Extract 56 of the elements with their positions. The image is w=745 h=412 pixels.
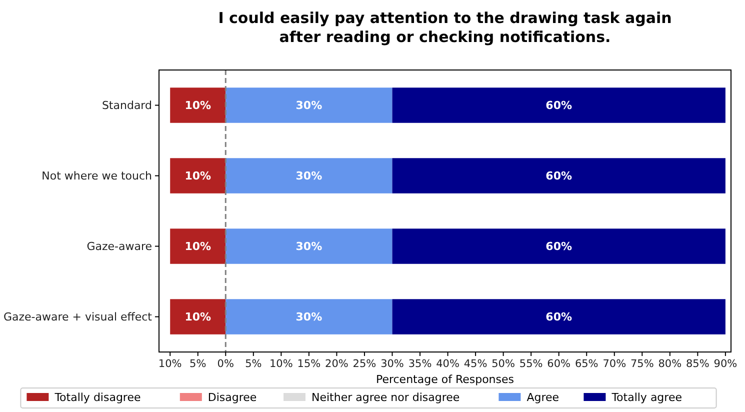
legend-label: Totally agree xyxy=(610,391,682,404)
data-label: 60% xyxy=(546,310,572,324)
data-label: 10% xyxy=(184,170,212,183)
x-tick-label: 50% xyxy=(492,358,515,370)
x-tick-label: 10% xyxy=(270,358,293,370)
x-tick-label: 55% xyxy=(519,358,543,370)
legend-label: Agree xyxy=(526,391,560,404)
x-tick-label: 10% xyxy=(158,358,182,370)
bar xyxy=(170,228,226,264)
bar xyxy=(226,88,392,123)
bar xyxy=(170,88,226,123)
x-tick-label: 25% xyxy=(352,358,376,370)
bar xyxy=(226,299,392,334)
data-label: 30% xyxy=(296,310,322,324)
x-tick-label: 20% xyxy=(325,358,348,370)
x-tick-label: 85% xyxy=(686,358,710,370)
x-tick-label: 5% xyxy=(245,358,262,370)
bar xyxy=(170,158,226,194)
data-label: 10% xyxy=(184,99,212,112)
legend-label: Totally disagree xyxy=(54,391,141,404)
x-tick-label: 35% xyxy=(408,358,432,370)
bar xyxy=(226,228,392,264)
data-label: 30% xyxy=(296,240,322,254)
data-label: 10% xyxy=(184,240,212,254)
x-tick-label: 40% xyxy=(436,358,460,370)
x-tick-label: 60% xyxy=(547,358,571,370)
x-tick-label: 70% xyxy=(602,358,626,370)
x-tick-label: 80% xyxy=(658,358,682,370)
x-tick-label: 75% xyxy=(630,358,654,370)
x-axis-title: Percentage of Responses xyxy=(376,373,514,386)
data-label: 30% xyxy=(296,99,322,112)
x-tick-label: 0% xyxy=(217,358,234,370)
legend-label: Neither agree nor disagree xyxy=(312,391,460,404)
bar xyxy=(392,299,726,334)
x-tick-label: 65% xyxy=(574,358,598,370)
bar xyxy=(392,158,726,194)
legend-label: Disagree xyxy=(208,391,257,404)
x-tick-label: 45% xyxy=(464,358,488,370)
data-label: 60% xyxy=(546,240,572,254)
x-tick-label: 90% xyxy=(714,358,738,370)
y-tick-label: Standard xyxy=(102,99,152,112)
bar xyxy=(392,88,726,123)
data-label: 30% xyxy=(296,170,322,183)
bar xyxy=(170,299,226,334)
x-tick-label: 30% xyxy=(380,358,404,370)
y-tick-label: Gaze-aware + visual effect xyxy=(3,310,153,324)
data-label: 60% xyxy=(546,170,572,183)
data-label: 10% xyxy=(184,310,212,324)
y-tick-label: Gaze-aware xyxy=(86,240,152,254)
x-tick-label: 15% xyxy=(297,358,321,370)
x-tick-label: 5% xyxy=(190,358,206,370)
bar xyxy=(392,228,726,264)
data-label: 60% xyxy=(546,99,572,112)
y-tick-label: Not where we touch xyxy=(42,170,152,183)
chart-title: I could easily pay attention to the drawing task again after reading or checking notifications. xyxy=(218,9,672,46)
bar xyxy=(226,158,392,194)
